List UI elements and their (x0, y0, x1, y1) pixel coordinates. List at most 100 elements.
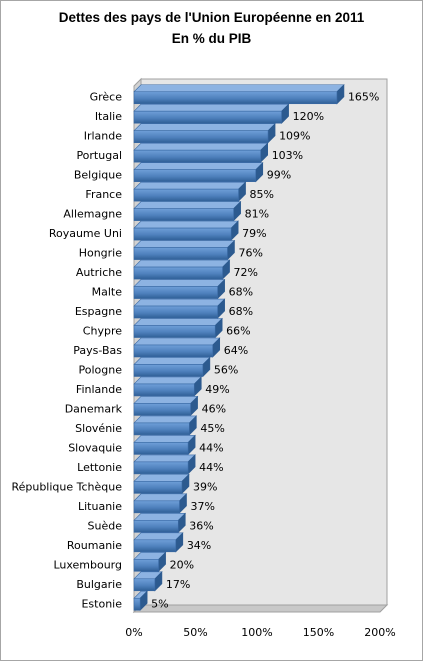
bar-top-face (133, 84, 345, 93)
bar-top-face (133, 454, 196, 463)
bar (133, 493, 188, 514)
bar-top-face (133, 337, 221, 346)
category-label: Pologne (79, 363, 123, 376)
data-label: 68% (229, 305, 253, 318)
bar (133, 512, 187, 534)
bar-front-face (133, 305, 218, 319)
x-tick-label: 50% (183, 626, 207, 639)
bar (133, 395, 199, 417)
category-label: Autriche (76, 266, 122, 279)
bar-front-face (133, 91, 338, 105)
category-label: Bulgarie (76, 578, 122, 591)
data-label: 45% (200, 422, 224, 435)
bar-top-face (133, 532, 184, 541)
x-tick-label: 200% (364, 626, 395, 639)
bar-front-face (133, 442, 189, 455)
bar-top-face (133, 357, 211, 365)
bar (133, 181, 247, 202)
bar-front-face (133, 597, 141, 611)
category-label: Suède (88, 519, 123, 532)
bar-front-face (133, 364, 204, 377)
bar-front-face (133, 481, 183, 494)
x-tick-label: 0% (125, 626, 142, 639)
data-label: 79% (242, 227, 266, 240)
bar-front-face (133, 500, 180, 514)
bar-front-face (133, 461, 189, 475)
category-label: Malte (92, 286, 123, 299)
bar-top-face (133, 162, 264, 170)
data-label: 120% (293, 110, 324, 123)
bar (133, 434, 196, 456)
category-label: Estonie (81, 597, 122, 610)
bar-front-face (133, 325, 216, 338)
bar (133, 103, 290, 124)
bar-front-face (133, 247, 228, 260)
bar (133, 278, 226, 300)
bar-top-face (133, 240, 236, 248)
data-label: 20% (170, 558, 194, 571)
bar (133, 200, 242, 222)
data-label: 68% (229, 286, 253, 299)
bar-top-face (133, 474, 190, 482)
bar-top-face (133, 259, 231, 268)
bar (133, 356, 211, 378)
category-label: Hongrie (79, 247, 123, 260)
category-label: Grèce (90, 91, 123, 104)
data-label: 109% (279, 130, 310, 143)
bar-top-face (133, 103, 290, 112)
chart-subtitle: En % du PIB (171, 31, 252, 46)
data-label: 5% (151, 597, 168, 610)
category-label: Pays-Bas (73, 344, 122, 357)
bar (133, 376, 202, 397)
bar-front-face (133, 403, 191, 416)
bar (133, 551, 167, 573)
data-label: 17% (166, 578, 190, 591)
category-label: Royaume Uni (49, 227, 122, 240)
x-tick-label: 150% (303, 626, 334, 639)
data-label: 39% (193, 480, 217, 493)
data-label: 49% (205, 383, 229, 396)
bar (133, 590, 148, 611)
bar-top-face (133, 435, 196, 443)
bar (133, 142, 269, 163)
category-label: Roumanie (67, 539, 122, 552)
bar-front-face (133, 227, 232, 241)
data-label: 81% (245, 208, 269, 221)
bar-top-face (133, 493, 188, 502)
bar-top-face (133, 396, 199, 404)
data-label: 66% (226, 325, 250, 338)
category-label: Portugal (76, 149, 122, 162)
bar-front-face (133, 578, 156, 592)
data-label: 44% (199, 461, 223, 474)
bar (133, 298, 226, 319)
bar (133, 239, 236, 261)
bar-top-face (133, 279, 226, 287)
x-tick-label: 100% (241, 626, 272, 639)
data-label: 103% (272, 149, 303, 162)
bar-front-face (133, 344, 214, 358)
category-label: Belgique (74, 169, 122, 182)
bar-front-face (133, 520, 179, 533)
bar-top-face (133, 123, 276, 132)
bar-front-face (133, 149, 261, 163)
category-label: Luxembourg (53, 558, 122, 571)
category-label: Slovénie (75, 422, 122, 435)
category-label: Irlande (84, 130, 123, 143)
data-label: 85% (250, 188, 274, 201)
bar-top-face (133, 298, 226, 307)
bar-front-face (133, 110, 282, 124)
bar-front-face (133, 383, 195, 397)
bar-front-face (133, 188, 239, 202)
bar-front-face (133, 208, 234, 221)
category-label: Danemark (65, 402, 123, 415)
data-label: 72% (234, 266, 258, 279)
bar-front-face (133, 539, 177, 553)
bar (133, 220, 239, 241)
data-label: 37% (191, 500, 215, 513)
bar (133, 317, 223, 339)
bar (133, 122, 276, 144)
data-label: 36% (189, 519, 213, 532)
data-label: 165% (348, 91, 379, 104)
category-label: Chypre (83, 325, 122, 338)
